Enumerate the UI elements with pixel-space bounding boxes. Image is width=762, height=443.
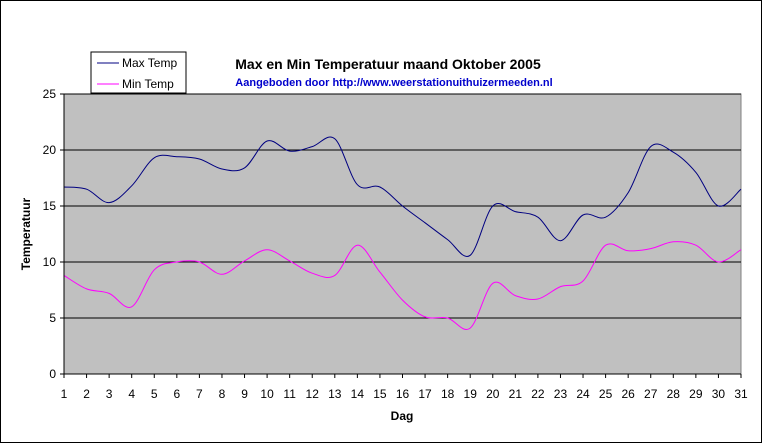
- y-axis-label: Temperatuur: [19, 197, 33, 270]
- x-tick-label: 4: [128, 387, 135, 401]
- x-tick-label: 24: [576, 387, 590, 401]
- y-tick-label: 15: [43, 199, 57, 213]
- chart-title: Max en Min Temperatuur maand Oktober 200…: [235, 56, 541, 72]
- x-tick-label: 16: [396, 387, 410, 401]
- x-tick-label: 23: [554, 387, 568, 401]
- x-tick-label: 20: [486, 387, 500, 401]
- x-tick-label: 6: [173, 387, 180, 401]
- x-tick-label: 19: [464, 387, 478, 401]
- x-tick-label: 28: [667, 387, 681, 401]
- y-tick-label: 10: [43, 255, 57, 269]
- x-tick-label: 7: [196, 387, 203, 401]
- legend-label-max-temp: Max Temp: [122, 56, 177, 70]
- x-tick-label: 31: [734, 387, 748, 401]
- x-tick-label: 5: [151, 387, 158, 401]
- x-tick-label: 29: [689, 387, 703, 401]
- x-tick-label: 10: [260, 387, 274, 401]
- x-tick-label: 18: [441, 387, 455, 401]
- x-tick-label: 22: [531, 387, 545, 401]
- x-tick-label: 14: [351, 387, 365, 401]
- legend-box: [90, 51, 187, 94]
- x-tick-label: 26: [621, 387, 635, 401]
- plot-background: [63, 93, 742, 375]
- y-tick-label: 20: [43, 143, 57, 157]
- x-tick-label: 15: [373, 387, 387, 401]
- x-tick-label: 9: [241, 387, 248, 401]
- legend: Max Temp Min Temp: [90, 51, 187, 94]
- y-tick-label: 0: [49, 367, 56, 381]
- x-tick-label: 27: [644, 387, 658, 401]
- x-tick-label: 11: [283, 387, 296, 401]
- x-tick-label: 3: [106, 387, 113, 401]
- plot-area: [63, 93, 742, 375]
- y-tick-label: 25: [43, 87, 57, 101]
- x-tick-label: 25: [599, 387, 613, 401]
- chart-subtitle: Aangeboden door http://www.weerstationui…: [235, 77, 552, 89]
- x-tick-label: 2: [83, 387, 90, 401]
- x-tick-label: 1: [61, 387, 68, 401]
- series-line-max-temp: [63, 136, 742, 257]
- x-tick-label: 12: [306, 387, 320, 401]
- x-tick-label: 8: [219, 387, 226, 401]
- series-line-min-temp: [63, 241, 742, 330]
- x-tick-label: 30: [712, 387, 726, 401]
- x-tick-label: 17: [418, 387, 432, 401]
- x-tick-label: 21: [509, 387, 523, 401]
- y-tick-label: 5: [49, 311, 56, 325]
- legend-label-min-temp: Min Temp: [122, 77, 174, 91]
- series-layer: [63, 136, 742, 330]
- x-tick-label: 13: [328, 387, 342, 401]
- x-axis-label: Dag: [391, 409, 414, 423]
